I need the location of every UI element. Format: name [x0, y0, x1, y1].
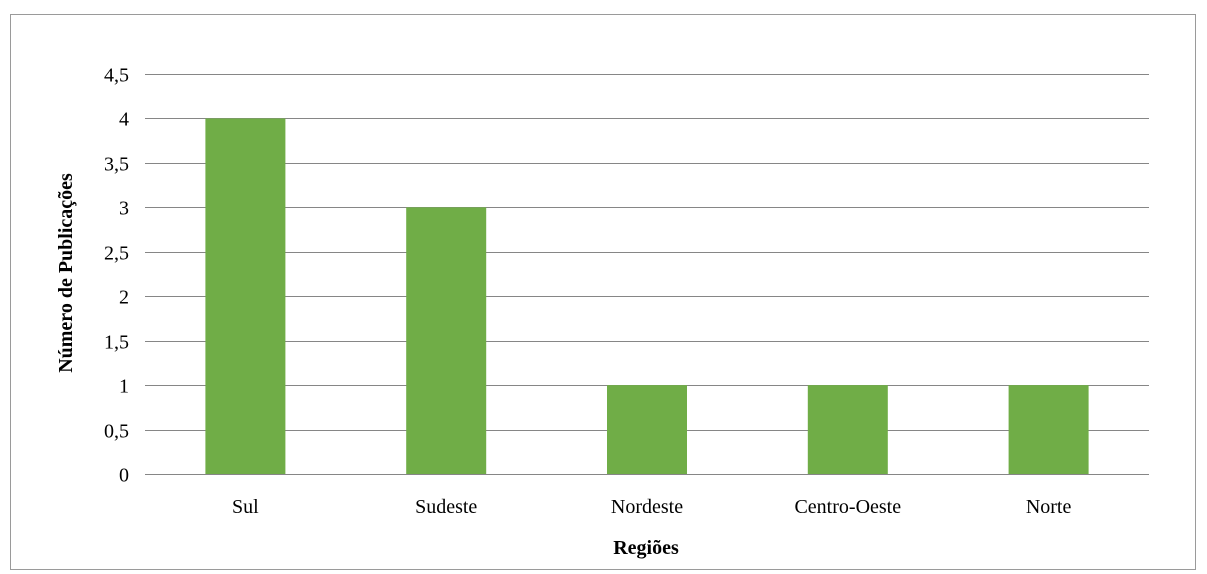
y-tick-label: 3,5 — [104, 154, 129, 176]
y-axis-ticks: 0 0,5 1 1,5 2 2,5 3 3,5 4 4,5 — [104, 65, 129, 487]
bar-sudeste — [406, 207, 487, 475]
bar-centro-oeste — [807, 385, 888, 474]
gridlines — [145, 74, 1149, 475]
y-tick-label: 4,5 — [104, 65, 129, 87]
x-tick-label: Norte — [1026, 496, 1072, 518]
y-tick-label: 0,5 — [104, 421, 129, 443]
y-tick-label: 0 — [119, 465, 129, 487]
x-tick-label: Centro-Oeste — [794, 496, 901, 518]
y-tick-label: 2 — [119, 287, 129, 309]
x-axis-ticks: Sul Sudeste Nordeste Centro-Oeste Norte — [232, 496, 1071, 518]
x-tick-label: Sul — [232, 496, 259, 518]
y-axis-title: Número de Publicações — [55, 173, 77, 373]
bar-nordeste — [607, 385, 687, 474]
y-tick-label: 1 — [119, 376, 129, 398]
bars — [205, 118, 1089, 475]
y-tick-label: 3 — [119, 198, 129, 220]
x-tick-label: Sudeste — [415, 496, 477, 518]
y-tick-label: 4 — [119, 109, 129, 131]
x-tick-label: Nordeste — [611, 496, 683, 518]
bar-norte — [1008, 385, 1089, 474]
bar-sul — [205, 118, 286, 474]
y-tick-label: 2,5 — [104, 243, 129, 265]
y-tick-label: 1,5 — [104, 332, 129, 354]
x-axis-title: Regiões — [613, 537, 679, 559]
